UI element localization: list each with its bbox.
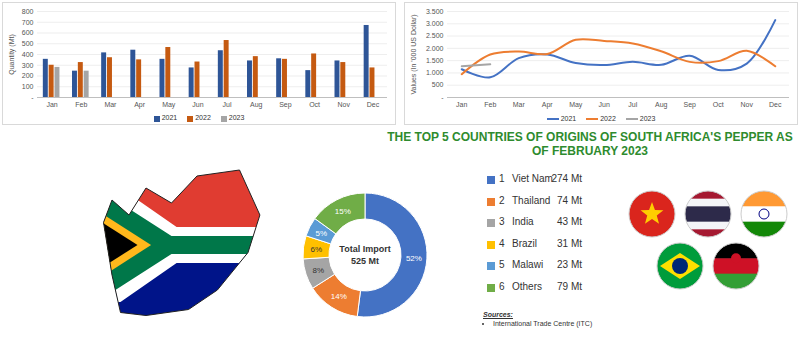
svg-text:6%: 6% — [311, 245, 323, 254]
html-text:2022: 2022 — [195, 114, 211, 122]
svg-text:Quantity (Mt): Quantity (Mt) — [8, 34, 16, 74]
html-text:International Trade Centre (IT: International Trade Centre (ITC) — [493, 320, 593, 327]
svg-text:Jan: Jan — [46, 101, 57, 108]
html-text:79 Mt: 79 Mt — [557, 280, 582, 292]
svg-text:Aug: Aug — [655, 101, 668, 109]
html-text:74 Mt: 74 Mt — [557, 194, 582, 206]
svg-text:Oct: Oct — [713, 101, 724, 108]
svg-text:May: May — [569, 101, 583, 109]
svg-text:Jan: Jan — [456, 101, 467, 108]
html-text:Brazil: Brazil — [512, 237, 537, 249]
svg-text:525 Mt: 525 Mt — [351, 256, 379, 266]
svg-text:1.000: 1.000 — [426, 69, 444, 76]
svg-text:2.500: 2.500 — [426, 32, 444, 39]
svg-text:400: 400 — [22, 51, 34, 58]
svg-text:200: 200 — [22, 72, 34, 79]
svg-text:Jun: Jun — [192, 101, 203, 108]
html-text:Others: Others — [512, 280, 542, 292]
svg-text:800: 800 — [22, 8, 34, 15]
html-text:5: 5 — [499, 259, 505, 270]
svg-text:3.000: 3.000 — [426, 20, 444, 27]
html-text:2022: 2022 — [600, 114, 616, 122]
svg-text:Aug: Aug — [250, 101, 263, 109]
svg-text:Sep: Sep — [684, 101, 697, 109]
svg-text:3.500: 3.500 — [426, 8, 444, 15]
svg-text:May: May — [162, 101, 176, 109]
html-text:2023: 2023 — [639, 114, 656, 122]
svg-text:8%: 8% — [313, 266, 325, 275]
svg-text:5%: 5% — [316, 229, 328, 238]
html-text:THE TOP 5 COUNTRIES OF ORIGINS: THE TOP 5 COUNTRIES OF ORIGINS OF SOUTH … — [387, 130, 793, 158]
html-text:Malawi: Malawi — [512, 259, 544, 270]
svg-text:Mar: Mar — [104, 101, 117, 108]
svg-text:Nov: Nov — [741, 101, 754, 108]
html-text:43 Mt: 43 Mt — [557, 216, 582, 227]
svg-text:Apr: Apr — [134, 101, 146, 109]
html-text:Thailand: Thailand — [512, 194, 551, 206]
svg-text:500: 500 — [22, 40, 34, 47]
svg-text:-: - — [31, 94, 34, 101]
svg-text:500: 500 — [432, 81, 444, 88]
html-text:2021: 2021 — [161, 114, 178, 122]
svg-text:Jul: Jul — [223, 101, 232, 108]
svg-text:Oct: Oct — [309, 101, 320, 108]
svg-text:100: 100 — [22, 83, 34, 90]
svg-text:Apr: Apr — [542, 101, 554, 109]
html-text:3: 3 — [499, 216, 505, 227]
svg-text:Jul: Jul — [628, 101, 637, 108]
svg-text:2.000: 2.000 — [426, 45, 444, 52]
svg-text:Total Import: Total Import — [339, 244, 390, 254]
svg-text:Jun: Jun — [599, 101, 610, 108]
html-text:Viet Nam 274 Mt: Viet Nam 274 Mt — [512, 173, 582, 184]
svg-text:600: 600 — [22, 29, 34, 36]
svg-text:-: - — [441, 94, 444, 101]
svg-text:Feb: Feb — [75, 101, 87, 108]
svg-text:Values (In '000 US Dollar): Values (In '000 US Dollar) — [410, 14, 418, 94]
svg-text:Nov: Nov — [338, 101, 351, 108]
html-text:Sources:: Sources: — [483, 311, 513, 318]
html-text:6: 6 — [499, 280, 505, 292]
svg-text:Sep: Sep — [279, 101, 292, 109]
svg-text:700: 700 — [22, 18, 34, 25]
svg-text:14%: 14% — [331, 292, 347, 301]
svg-text:300: 300 — [22, 61, 34, 68]
svg-text:Dec: Dec — [769, 101, 782, 108]
html-text:2: 2 — [499, 194, 505, 206]
svg-text:Feb: Feb — [484, 101, 496, 108]
html-text:2023: 2023 — [228, 114, 245, 122]
html-text:31 Mt: 31 Mt — [557, 237, 582, 249]
html-text:2021: 2021 — [560, 114, 577, 122]
html-text:4: 4 — [499, 237, 505, 249]
svg-text:Dec: Dec — [367, 101, 380, 108]
svg-text:Mar: Mar — [513, 101, 526, 108]
html-text:1: 1 — [499, 173, 505, 184]
html-text:23 Mt: 23 Mt — [557, 259, 582, 270]
html-text:India: India — [512, 216, 534, 227]
svg-text:15%: 15% — [335, 207, 351, 216]
svg-text:52%: 52% — [406, 254, 422, 263]
svg-text:1.500: 1.500 — [426, 57, 444, 64]
